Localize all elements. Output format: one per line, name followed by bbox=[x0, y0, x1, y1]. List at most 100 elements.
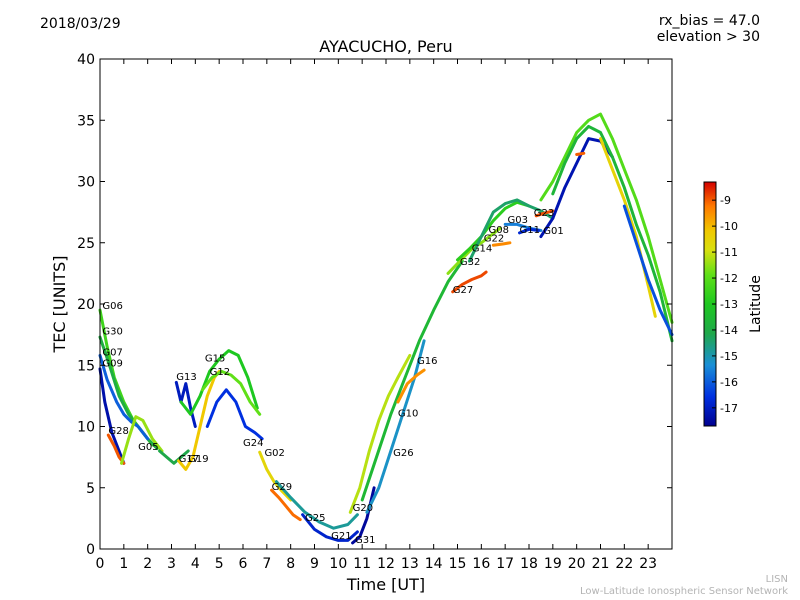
series-label-g15: G15 bbox=[205, 354, 225, 365]
y-tick-label: 20 bbox=[77, 297, 95, 313]
x-tick-label: 2 bbox=[143, 556, 152, 572]
series-label-g27: G27 bbox=[453, 285, 473, 296]
x-tick-label: 9 bbox=[310, 556, 319, 572]
y-tick-label: 25 bbox=[77, 236, 95, 252]
series-line-g25 bbox=[274, 480, 359, 530]
series-line-g02 bbox=[258, 450, 293, 502]
x-tick-label: 15 bbox=[449, 556, 467, 572]
x-tick-label: 23 bbox=[639, 556, 657, 572]
series-label-g28: G28 bbox=[108, 426, 128, 437]
series-label-g09: G09 bbox=[102, 358, 122, 369]
series-line-g10 bbox=[360, 259, 464, 502]
series-label-g29: G29 bbox=[272, 482, 292, 493]
x-tick-label: 17 bbox=[496, 556, 514, 572]
series-line-g16 bbox=[396, 368, 426, 404]
series-label-g06: G06 bbox=[102, 301, 122, 312]
x-tick-label: 3 bbox=[167, 556, 176, 572]
y-tick-label: 30 bbox=[77, 175, 95, 191]
x-tick-label: 16 bbox=[472, 556, 490, 572]
x-tick-label: 18 bbox=[520, 556, 538, 572]
series-line-g09 bbox=[98, 367, 126, 465]
series-label-g31: G31 bbox=[355, 535, 375, 546]
x-tick-label: 10 bbox=[329, 556, 347, 572]
x-tick-label: 22 bbox=[615, 556, 633, 572]
series-line-g17 bbox=[158, 449, 190, 465]
colorbar-tick-label: -17 bbox=[720, 402, 738, 415]
series-label-g10: G10 bbox=[398, 409, 418, 420]
series-line-g23 bbox=[534, 209, 555, 218]
series-line-g14 bbox=[456, 200, 531, 262]
colorbar-label: Latitude bbox=[748, 275, 764, 333]
series-label-g19: G19 bbox=[188, 454, 208, 465]
series-label-g22: G22 bbox=[484, 234, 504, 245]
series-label-g11: G11 bbox=[519, 225, 539, 236]
series-label-g32: G32 bbox=[460, 257, 480, 268]
series-layer bbox=[98, 112, 674, 545]
x-tick-label: 6 bbox=[239, 556, 248, 572]
series-line-track-31 bbox=[551, 124, 674, 343]
y-tick-label: 15 bbox=[77, 358, 95, 374]
series-label-g26: G26 bbox=[393, 448, 413, 459]
footer-network: Low-Latitude Ionospheric Sensor Network bbox=[580, 586, 788, 597]
x-tick-label: 8 bbox=[286, 556, 295, 572]
series-label-g20: G20 bbox=[353, 503, 373, 514]
date-label: 2018/03/29 bbox=[40, 16, 121, 32]
colorbar-tick-label: -16 bbox=[720, 376, 738, 389]
x-tick-label: 0 bbox=[96, 556, 105, 572]
series-line-g26 bbox=[365, 339, 426, 514]
series-label-g13: G13 bbox=[176, 372, 196, 383]
receiver-info: rx_bias = 47.0 elevation > 30 bbox=[657, 13, 760, 45]
y-tick-label: 10 bbox=[77, 420, 95, 436]
series-label-g12: G12 bbox=[210, 367, 230, 378]
series-label-g17: G17 bbox=[179, 454, 199, 465]
rx-bias-label: rx_bias = 47.0 bbox=[658, 13, 760, 29]
x-tick-label: 5 bbox=[215, 556, 224, 572]
plot-frame bbox=[99, 58, 673, 550]
series-label-g21: G21 bbox=[331, 531, 351, 542]
x-tick-label: 11 bbox=[353, 556, 371, 572]
colorbar-tick-label: -9 bbox=[720, 194, 731, 207]
colorbar-tick-label: -12 bbox=[720, 272, 738, 285]
series-label-g05: G05 bbox=[138, 442, 158, 453]
colorbar-tick-label: -15 bbox=[720, 350, 738, 363]
y-tick-label: 35 bbox=[77, 113, 95, 129]
y-axis-label: TEC [UNITS] bbox=[50, 256, 69, 354]
series-line-g08 bbox=[467, 198, 555, 263]
series-label-g30: G30 bbox=[102, 327, 122, 338]
colorbar-tick-label: -13 bbox=[720, 298, 738, 311]
series-line-g12 bbox=[201, 369, 262, 416]
series-line-g21 bbox=[301, 513, 359, 542]
chart-title: AYACUCHO, Peru bbox=[319, 37, 452, 56]
series-label-g02: G02 bbox=[264, 448, 284, 459]
series-line-g29 bbox=[270, 488, 302, 522]
series-label-g08: G08 bbox=[488, 225, 508, 236]
x-axis-label: Time [UT] bbox=[346, 575, 425, 594]
colorbar-tick-label: -10 bbox=[720, 220, 738, 233]
series-label-g01: G01 bbox=[543, 226, 563, 237]
series-label-g24: G24 bbox=[243, 438, 263, 449]
series-label-g07: G07 bbox=[102, 347, 122, 358]
x-tick-label: 20 bbox=[568, 556, 586, 572]
x-tick-label: 13 bbox=[401, 556, 419, 572]
x-tick-label: 19 bbox=[544, 556, 562, 572]
x-tick-label: 1 bbox=[119, 556, 128, 572]
x-tick-label: 14 bbox=[425, 556, 443, 572]
y-ticks: 0 5 10 15 20 25 30 35 40 bbox=[77, 52, 672, 558]
colorbar-ticks: -9 -10 -11 -12 -13 -14 -15 -16 -17 bbox=[712, 194, 738, 415]
series-line-track-32 bbox=[599, 137, 657, 318]
colorbar-tick-label: -11 bbox=[720, 246, 738, 259]
colorbar-tick-label: -14 bbox=[720, 324, 738, 337]
series-line-g27 bbox=[451, 270, 488, 294]
series-label-g14: G14 bbox=[472, 243, 492, 254]
series-line-g07 bbox=[98, 353, 150, 441]
x-tick-label: 12 bbox=[377, 556, 395, 572]
series-line-g11 bbox=[518, 227, 540, 235]
series-line-track-30 bbox=[539, 112, 674, 324]
series-line-track-33 bbox=[575, 151, 586, 156]
x-tick-label: 21 bbox=[592, 556, 610, 572]
y-tick-label: 40 bbox=[77, 52, 95, 68]
series-line-g15 bbox=[179, 349, 259, 416]
x-tick-label: 4 bbox=[191, 556, 200, 572]
